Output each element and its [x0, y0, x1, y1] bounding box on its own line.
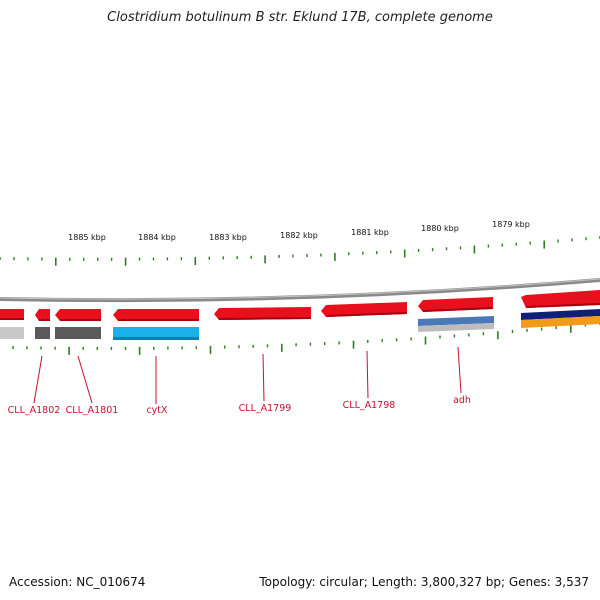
gene-arrow[interactable]	[113, 309, 199, 321]
upper-tick-ring	[0, 236, 600, 266]
kbp-label: 1879 kbp	[492, 220, 530, 229]
kbp-labels: 1885 kbp 1884 kbp 1883 kbp 1882 kbp 1881…	[68, 220, 530, 242]
gene-arrow[interactable]	[55, 309, 101, 321]
feature-bar[interactable]	[0, 327, 24, 339]
label-leader	[33, 355, 43, 404]
gene-label[interactable]: CLL_A1801	[66, 405, 119, 416]
gene-label-leaders	[33, 346, 462, 404]
accession-text: Accession: NC_010674	[9, 575, 146, 589]
label-leader	[366, 350, 369, 399]
feature-bar[interactable]	[521, 309, 600, 320]
gene-arrow[interactable]	[521, 290, 600, 308]
lower-tick-ring	[12, 322, 600, 355]
gene-arrow-shade	[39, 319, 50, 321]
gene-label[interactable]: adh	[453, 395, 471, 406]
genome-backbone-highlight	[0, 278, 600, 300]
kbp-label: 1883 kbp	[209, 233, 247, 242]
feature-bar[interactable]	[418, 323, 494, 332]
gene-arrow-shade	[526, 303, 600, 308]
feature-bar[interactable]	[521, 316, 600, 328]
gene-label[interactable]: CLL_A1798	[343, 400, 396, 411]
gene-arrow-shade	[118, 319, 199, 321]
kbp-label: 1885 kbp	[68, 233, 106, 242]
label-leader	[262, 353, 265, 402]
gene-arrow-shade	[60, 319, 101, 321]
map-title: Clostridium botulinum B str. Eklund 17B,…	[107, 10, 493, 25]
feature-bar[interactable]	[418, 316, 494, 326]
gene-arrow-shade	[219, 317, 311, 320]
gene-arrow[interactable]	[214, 307, 311, 320]
kbp-label: 1882 kbp	[280, 231, 318, 240]
gene-label[interactable]: cytX	[146, 405, 168, 416]
label-leader	[77, 355, 93, 404]
gene-arrow[interactable]	[35, 309, 50, 321]
gene-arrow[interactable]	[0, 309, 24, 320]
feature-bar[interactable]	[113, 327, 199, 340]
gene-arrow-shade	[326, 312, 407, 317]
gene-arrow-shade	[0, 318, 24, 320]
genome-backbone	[0, 278, 600, 303]
genome-summary: Topology: circular; Length: 3,800,327 bp…	[259, 575, 589, 589]
gene-labels: CLL_A1802 CLL_A1801 cytX CLL_A1799 CLL_A…	[8, 395, 471, 416]
label-leader	[457, 346, 462, 394]
kbp-label: 1880 kbp	[421, 224, 459, 233]
kbp-label: 1881 kbp	[351, 228, 389, 237]
gene-label[interactable]: CLL_A1799	[239, 403, 292, 414]
gene-arrow-shade	[423, 307, 493, 312]
gene-track	[0, 290, 600, 340]
kbp-label: 1884 kbp	[138, 233, 176, 242]
gene-label[interactable]: CLL_A1802	[8, 405, 61, 416]
feature-bar-shade	[113, 337, 199, 340]
feature-bar[interactable]	[35, 327, 50, 339]
feature-bar[interactable]	[55, 327, 101, 339]
